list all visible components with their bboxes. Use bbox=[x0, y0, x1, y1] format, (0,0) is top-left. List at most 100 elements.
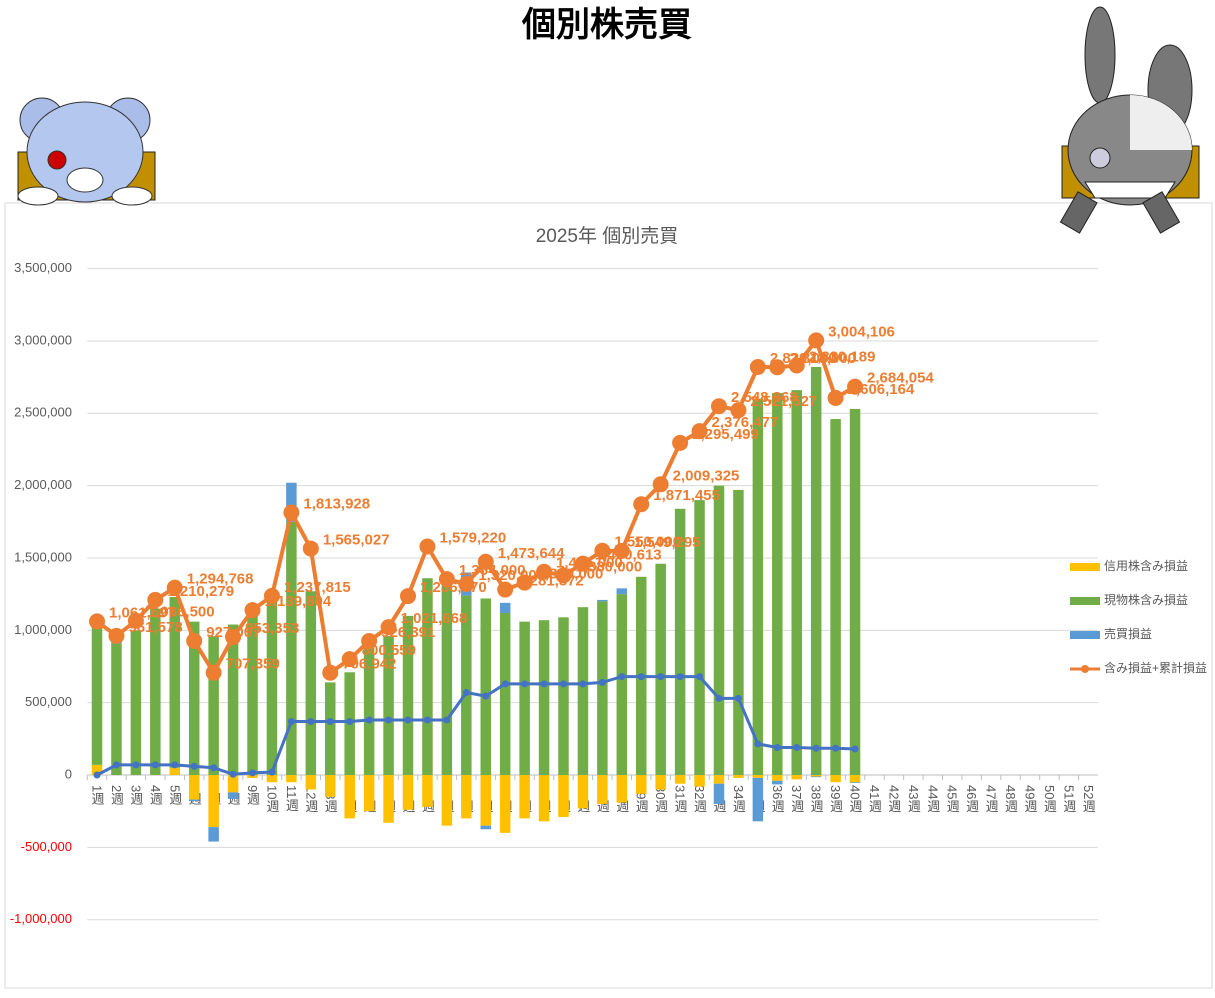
x-tick-label: 37週 bbox=[789, 785, 804, 813]
line-point bbox=[832, 744, 840, 752]
bar bbox=[674, 508, 686, 776]
line-point bbox=[404, 716, 412, 724]
bar bbox=[247, 614, 258, 776]
data-label: 1,061,597 bbox=[109, 604, 176, 621]
line-point bbox=[598, 678, 606, 686]
legend-label: 含み損益+累計損益 bbox=[1104, 660, 1207, 675]
line-point bbox=[793, 744, 801, 752]
bar bbox=[344, 775, 355, 819]
data-label: 1,550,000 bbox=[614, 534, 681, 551]
data-label: 953,353 bbox=[245, 620, 299, 637]
line-point bbox=[108, 627, 125, 644]
data-label: 1,237,815 bbox=[284, 579, 351, 596]
data-label: 1,210,279 bbox=[167, 583, 234, 600]
bar bbox=[849, 775, 861, 783]
line-point bbox=[501, 680, 509, 688]
chart-frame bbox=[4, 202, 1213, 989]
data-label: 1,813,928 bbox=[303, 496, 370, 513]
bar bbox=[363, 647, 375, 776]
data-label: 1,565,027 bbox=[323, 532, 390, 549]
line bbox=[96, 675, 856, 777]
x-tick-label: 2週 bbox=[109, 785, 124, 806]
bar bbox=[713, 783, 725, 804]
bar bbox=[91, 627, 103, 765]
x-tick-label: 12週 bbox=[303, 785, 318, 813]
line-point bbox=[672, 434, 689, 451]
x-tick-label: 42週 bbox=[886, 785, 901, 813]
bar bbox=[286, 521, 297, 776]
bar bbox=[188, 775, 200, 800]
line-point bbox=[263, 587, 280, 604]
x-tick-label: 9週 bbox=[245, 785, 260, 806]
bear-mascot bbox=[17, 97, 156, 206]
line-point bbox=[341, 651, 358, 668]
y-tick-label: -500,000 bbox=[21, 839, 72, 854]
data-label: 2,376,477 bbox=[712, 414, 779, 431]
bar bbox=[655, 775, 666, 790]
bar bbox=[538, 620, 550, 776]
x-tick-label: 5週 bbox=[167, 785, 182, 806]
line-point bbox=[516, 574, 533, 591]
bar bbox=[616, 588, 628, 595]
line-point bbox=[205, 664, 222, 681]
x-tick-label: 52週 bbox=[1081, 785, 1096, 813]
x-tick-label: 44週 bbox=[925, 785, 940, 813]
bar bbox=[597, 775, 608, 804]
line-point bbox=[151, 761, 159, 769]
bar bbox=[169, 767, 181, 776]
bar bbox=[402, 615, 414, 776]
data-label: 2,295,499 bbox=[692, 426, 759, 443]
line-point bbox=[166, 579, 183, 596]
line-point bbox=[307, 717, 315, 725]
bar bbox=[266, 594, 278, 776]
x-tick-label: 49週 bbox=[1022, 785, 1037, 813]
line-point bbox=[536, 563, 553, 580]
bar bbox=[383, 775, 394, 823]
bar bbox=[208, 775, 219, 828]
line-point bbox=[618, 673, 626, 681]
line-point bbox=[190, 762, 198, 770]
line-point bbox=[773, 744, 781, 752]
data-label: 1,294,768 bbox=[187, 571, 254, 588]
line-point bbox=[112, 761, 120, 769]
x-tick-label: 41週 bbox=[867, 785, 882, 813]
bar bbox=[208, 636, 219, 776]
y-tick-label: 3,000,000 bbox=[14, 332, 72, 347]
bar bbox=[227, 792, 239, 799]
bar bbox=[635, 775, 647, 794]
line-point bbox=[691, 423, 708, 440]
x-tick-label: 3週 bbox=[128, 785, 143, 806]
line-point bbox=[132, 761, 140, 769]
line-point bbox=[808, 332, 825, 349]
bar bbox=[849, 782, 861, 783]
line-point bbox=[229, 770, 237, 778]
x-tick-label: 10週 bbox=[264, 785, 279, 813]
line-point bbox=[754, 740, 762, 748]
bar bbox=[616, 775, 628, 803]
bar bbox=[325, 775, 336, 797]
x-tick-label: 39週 bbox=[828, 785, 843, 813]
line-point bbox=[268, 768, 276, 776]
data-label: 1,021,668 bbox=[401, 610, 468, 627]
line-point bbox=[497, 581, 514, 598]
bar bbox=[597, 599, 608, 602]
bar bbox=[791, 775, 802, 780]
line-point bbox=[482, 692, 490, 700]
data-label: 1,066,500 bbox=[148, 604, 215, 621]
y-tick-label: 1,500,000 bbox=[14, 549, 72, 564]
line-point bbox=[696, 673, 704, 681]
bar bbox=[849, 408, 861, 776]
legend-label: 信用株含み損益 bbox=[1104, 558, 1188, 573]
bar bbox=[558, 775, 569, 817]
line-point bbox=[89, 613, 106, 630]
bar bbox=[499, 612, 511, 776]
line-point bbox=[710, 398, 727, 415]
bar bbox=[402, 775, 414, 810]
bar bbox=[655, 563, 666, 776]
line-point bbox=[574, 555, 591, 572]
bar bbox=[227, 624, 239, 776]
data-label: 1,579,220 bbox=[439, 529, 506, 546]
data-label: 2,830,189 bbox=[809, 348, 876, 365]
line-point bbox=[521, 680, 529, 688]
